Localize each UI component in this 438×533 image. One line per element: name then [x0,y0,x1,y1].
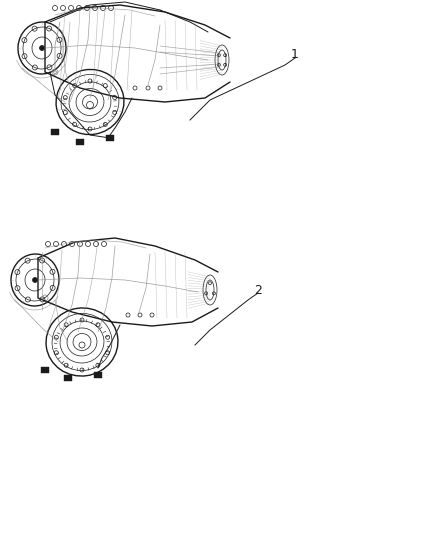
Text: 1: 1 [291,49,299,61]
Bar [41,367,49,373]
Bar [94,372,102,378]
Circle shape [32,278,38,282]
Bar [64,375,72,381]
Bar [106,135,114,141]
Bar [76,139,84,145]
Circle shape [39,45,45,51]
Text: 2: 2 [254,284,262,296]
Bar [51,129,59,135]
